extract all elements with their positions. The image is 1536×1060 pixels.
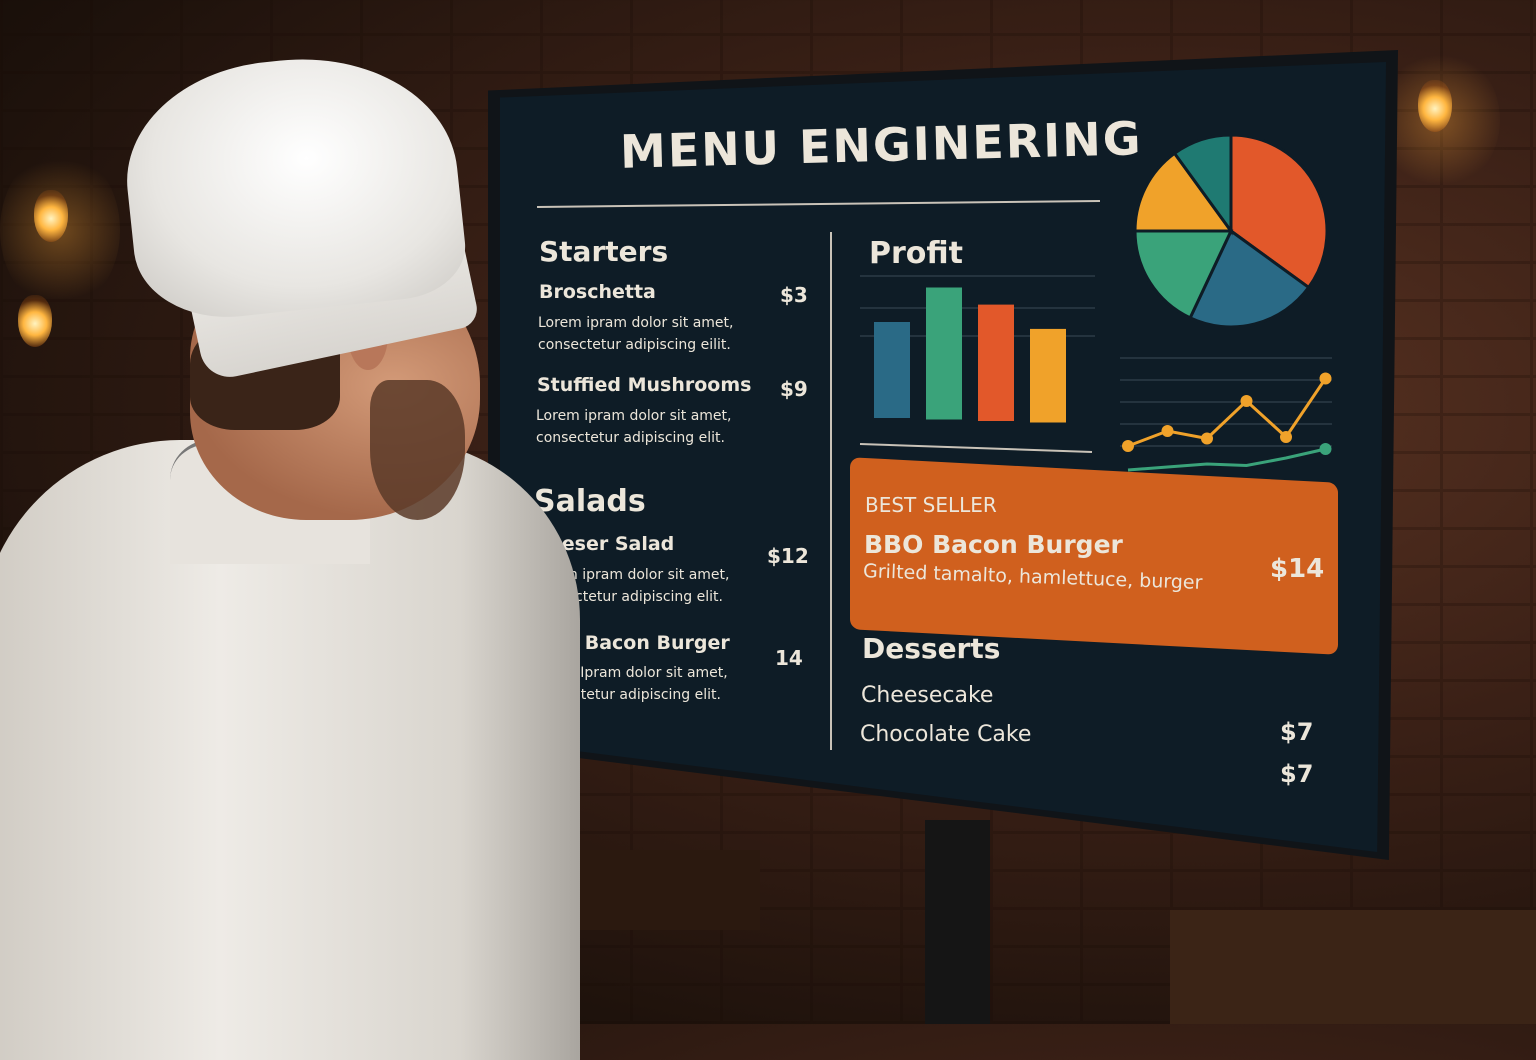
profit-heading: Profit [869,236,963,271]
best-seller-price: $14 [1270,554,1325,584]
data-point [1280,431,1292,443]
menu-item-name: Broschetta [539,281,656,303]
menu-item-desc: Lorem ipram dolor sit amet, consectetur … [538,315,734,353]
column-divider [830,232,832,750]
menu-item-price: $9 [780,377,808,401]
bar [1030,328,1066,423]
menu-item-desc: Lorem ipram dolor sit amet, consectetur … [536,408,732,446]
desserts-heading: Desserts [862,632,1001,665]
table [560,850,760,930]
data-point [1161,425,1174,437]
data-point [1122,440,1134,452]
pie-slice [1133,151,1234,233]
bar [926,287,962,420]
baseline [859,443,1093,453]
dessert-name: Chocolate Cake [860,722,1032,747]
pie-slice [1172,133,1233,236]
table [1170,910,1536,1024]
dessert-name: Cheesecake [861,683,994,708]
data-point [1319,372,1332,385]
section-heading: Salads [534,484,646,519]
profit-bar-chart [859,275,1095,453]
screen-stand [925,820,990,1024]
menu-item-desc: Lorem ipram dolor sit amet, consectetur … [534,567,730,605]
menu-item-name: Stuffied Mushrooms [537,374,752,396]
section-heading: Starters [539,235,669,268]
pie-slice [1229,133,1329,290]
best-seller-name: BBO Bacon Burger [864,530,1123,559]
series-line [1127,447,1326,472]
pendant-bulb [1418,80,1452,132]
trend-line-chart [1120,357,1332,472]
chef-beard [370,380,465,520]
menu-item-name: BBQ Bacon Burger [533,632,730,654]
data-point [1201,432,1213,445]
bar [978,304,1014,421]
series-line [1127,377,1327,448]
data-point [1240,395,1253,407]
menu-item-price: 14 [775,646,803,670]
profit-pie-chart [1133,133,1329,329]
pendant-bulb [18,295,52,347]
menu-item-price: $12 [767,544,809,568]
menu-item-price: $3 [780,283,808,307]
dessert-price: $7 [1280,760,1314,788]
best-seller-label: BEST SELLER [865,493,997,517]
data-point [1319,443,1332,455]
pendant-bulb [34,190,68,242]
bar [874,322,910,418]
pie-slice [1133,229,1234,320]
dessert-price: $7 [1280,718,1314,746]
menu-item-name: Caeser Salad [535,533,675,555]
